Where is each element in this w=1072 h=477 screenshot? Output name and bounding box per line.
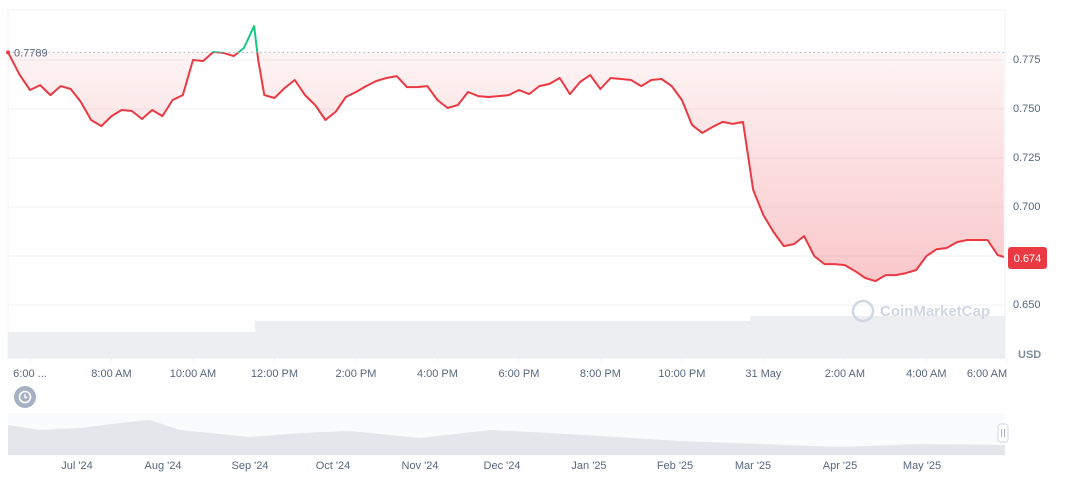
y-tick-label: 0.750: [1013, 103, 1041, 115]
x-tick-label: 2:00 PM: [335, 368, 376, 380]
navigator-label: Jan '25: [571, 460, 606, 472]
x-tick-label: 8:00 AM: [91, 368, 131, 380]
navigator[interactable]: [8, 413, 1009, 455]
navigator-label: Feb '25: [657, 460, 693, 472]
price-line: [7, 25, 1005, 283]
x-tick-label: 12:00 PM: [251, 368, 298, 380]
reference-dot: [6, 50, 10, 55]
x-tick-label: 10:00 AM: [170, 368, 216, 380]
y-tick-label: 0.775: [1013, 54, 1041, 66]
x-tick-label: 6:00 AM: [967, 368, 1007, 380]
y-tick-label: 0.725: [1013, 152, 1041, 164]
area-fill: [8, 52, 1004, 282]
current-price-badge: [1008, 247, 1047, 270]
x-tick-label: 4:00 AM: [906, 368, 946, 380]
y-tick-label: 0.700: [1013, 201, 1041, 213]
reference-label: 0.7789: [14, 47, 48, 59]
x-tick-label: 10:00 PM: [658, 368, 705, 380]
x-tick-label: 6:00 PM: [498, 368, 539, 380]
navigator-label: Aug '24: [145, 460, 182, 472]
navigator-label: Apr '25: [823, 460, 858, 472]
navigator-label: Dec '24: [484, 460, 521, 472]
x-tick-label: 4:00 PM: [417, 368, 458, 380]
navigator-label: Oct '24: [316, 460, 351, 472]
x-tick-label: 31 May: [745, 368, 782, 380]
navigator-label: Sep '24: [232, 460, 269, 472]
navigator-label: Jul '24: [61, 460, 92, 472]
y-unit-label: USD: [1018, 349, 1041, 361]
navigator-label: Nov '24: [402, 460, 439, 472]
current-price-label: 0.674: [1014, 253, 1042, 265]
x-tick-label: 8:00 PM: [580, 368, 621, 380]
watermark: CoinMarketCap: [851, 299, 990, 323]
x-tick-label: 6:00 ...: [13, 368, 47, 380]
history-button[interactable]: [14, 386, 36, 408]
navigator-label: Mar '25: [735, 460, 771, 472]
watermark-text: CoinMarketCap: [880, 303, 990, 320]
volume-band: [8, 316, 1005, 358]
navigator-label: May '25: [903, 460, 941, 472]
x-tick-label: 2:00 AM: [825, 368, 865, 380]
y-tick-label: 0.650: [1013, 299, 1041, 311]
